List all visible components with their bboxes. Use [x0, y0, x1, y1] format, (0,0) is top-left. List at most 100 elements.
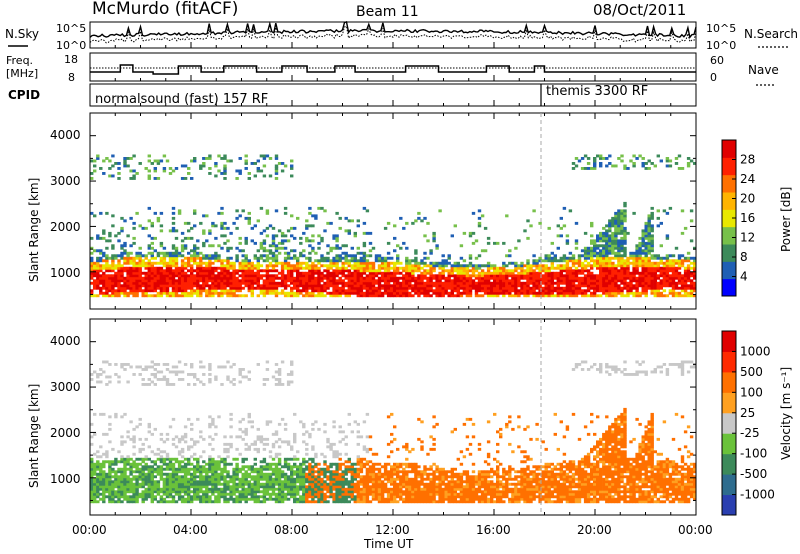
scatter-cell [571, 289, 576, 293]
scatter-cell [256, 169, 260, 173]
scatter-cell [277, 291, 282, 295]
scatter-cell [147, 154, 151, 158]
scatter-cell [271, 291, 276, 295]
scatter-cell [265, 492, 270, 496]
scatter-cell [617, 209, 621, 213]
scatter-cell [641, 162, 645, 165]
scatter-cell [162, 264, 167, 268]
scatter-cell [693, 264, 697, 268]
scatter-cell [250, 420, 254, 424]
scatter-cell [586, 289, 591, 293]
scatter-cell [223, 157, 227, 160]
scatter-cell [417, 294, 421, 298]
scatter-cell [265, 264, 270, 268]
scatter-cell [471, 269, 476, 273]
scatter-cell [677, 167, 682, 170]
scatter-cell [632, 251, 636, 255]
scatter-cell [208, 261, 212, 265]
scatter-cell [608, 244, 612, 248]
scatter-cell [277, 370, 282, 374]
scatter-cell [229, 462, 233, 466]
scatter-cell [283, 492, 288, 496]
scatter-cell [150, 472, 154, 476]
scatter-cell [308, 274, 312, 278]
scatter-cell [226, 442, 230, 446]
scatter-cell [150, 274, 154, 278]
scatter-cell [144, 226, 148, 230]
scatter-cell [108, 159, 112, 163]
scatter-cell [220, 269, 224, 273]
scatter-cell [662, 256, 667, 260]
scatter-cell [132, 236, 136, 240]
scatter-cell [93, 370, 97, 374]
scatter-cell [535, 294, 539, 298]
scatter-cell [217, 284, 221, 288]
scatter-cell [356, 289, 360, 293]
scatter-cell [335, 281, 339, 285]
scatter-cell [296, 266, 300, 270]
scatter-cell [647, 256, 651, 260]
scatter-cell [296, 500, 300, 504]
scatter-cell [259, 274, 264, 278]
scatter-cell [583, 264, 588, 268]
scatter-cell [226, 360, 230, 364]
scatter-cell [256, 294, 260, 298]
scatter-cell [486, 241, 491, 245]
scatter-cell [123, 472, 127, 476]
scatter-cell [274, 261, 279, 265]
scatter-cell [662, 276, 667, 280]
scatter-cell [608, 236, 612, 240]
scatter-cell [211, 289, 215, 293]
scatter-cell [187, 487, 191, 491]
scatter-cell [183, 457, 188, 461]
scatter-cell [229, 289, 233, 293]
scatter-cell [314, 269, 318, 273]
scatter-cell [171, 291, 176, 295]
scatter-cell [490, 286, 494, 290]
scatter-cell [208, 259, 212, 263]
scatter-cell [568, 259, 573, 263]
scatter-cell [611, 271, 615, 275]
scatter-cell [399, 276, 403, 280]
scatter-cell [108, 286, 112, 290]
scatter-cell [356, 279, 360, 283]
scatter-cell [362, 286, 367, 290]
scatter-cell [244, 442, 248, 446]
scatter-cell [123, 457, 127, 461]
scatter-cell [644, 162, 648, 165]
scatter-cell [526, 236, 530, 240]
scatter-cell [659, 159, 663, 163]
scatter-cell [383, 226, 388, 230]
scatter-cell [544, 269, 548, 273]
scatter-cell [396, 289, 400, 293]
scatter-cell [259, 435, 264, 439]
scatter-cell [568, 209, 573, 213]
scatter-cell [211, 291, 215, 295]
scatter-cell [283, 495, 288, 499]
scatter-cell [280, 475, 285, 479]
scatter-cell [147, 480, 151, 484]
scatter-cell [635, 251, 639, 255]
scatter-cell [123, 485, 127, 489]
scatter-cell [135, 492, 139, 496]
scatter-cell [353, 279, 357, 283]
scatter-cell [480, 264, 485, 268]
scatter-cell [656, 269, 660, 273]
scatter-cell [96, 500, 100, 504]
scatter-cell [650, 264, 654, 268]
scatter-cell [438, 271, 442, 275]
scatter-cell [274, 209, 279, 213]
scatter-cell [150, 373, 154, 376]
scatter-cell [226, 246, 230, 250]
scatter-cell [653, 281, 657, 285]
scatter-cell [635, 289, 639, 293]
scatter-cell [293, 236, 297, 240]
scatter-cell [238, 435, 242, 439]
scatter-cell [211, 462, 215, 466]
scatter-cell [480, 274, 485, 278]
scatter-cell [174, 264, 179, 268]
scatter-cell [602, 244, 606, 248]
scatter-cell [526, 276, 530, 280]
scatter-cell [208, 289, 212, 293]
scatter-cell [320, 239, 324, 243]
